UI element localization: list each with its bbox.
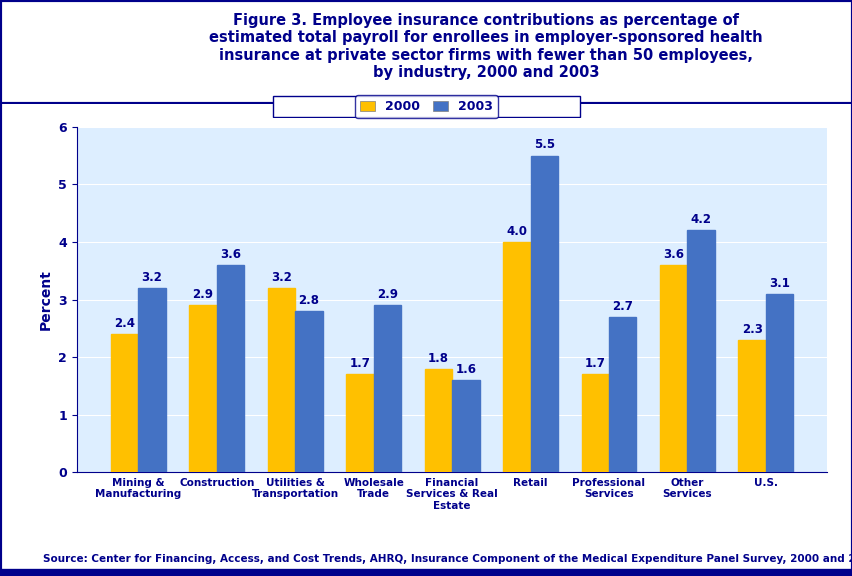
Bar — [138, 288, 165, 472]
Text: 3.2: 3.2 — [271, 271, 291, 284]
Bar — [346, 374, 373, 472]
Text: Figure 3. Employee insurance contributions as percentage of
estimated total payr: Figure 3. Employee insurance contributio… — [209, 13, 763, 80]
Bar — [268, 288, 295, 472]
Bar — [216, 265, 244, 472]
Bar — [608, 317, 636, 472]
Legend: 2000, 2003: 2000, 2003 — [355, 95, 497, 118]
Text: 2.8: 2.8 — [298, 294, 319, 307]
Text: 2.3: 2.3 — [740, 323, 762, 336]
Text: 4.2: 4.2 — [690, 213, 711, 226]
Text: 3.1: 3.1 — [769, 276, 789, 290]
Bar — [189, 305, 216, 472]
Text: 1.6: 1.6 — [455, 363, 475, 376]
Bar — [424, 369, 452, 472]
Text: 3.2: 3.2 — [141, 271, 163, 284]
Text: 2.9: 2.9 — [193, 288, 213, 301]
Text: 1.8: 1.8 — [428, 351, 448, 365]
Text: 1.7: 1.7 — [349, 357, 370, 370]
Bar — [738, 340, 765, 472]
Text: 3.6: 3.6 — [662, 248, 683, 261]
Bar — [687, 230, 714, 472]
Bar — [765, 294, 792, 472]
Bar — [373, 305, 400, 472]
Bar — [503, 242, 530, 472]
Text: 2.4: 2.4 — [114, 317, 135, 330]
Bar — [530, 156, 557, 472]
Text: 2.9: 2.9 — [377, 288, 397, 301]
Bar — [581, 374, 608, 472]
Text: 5.5: 5.5 — [533, 138, 554, 151]
Text: 3.6: 3.6 — [220, 248, 241, 261]
Text: Source: Center for Financing, Access, and Cost Trends, AHRQ, Insurance Component: Source: Center for Financing, Access, an… — [43, 555, 852, 564]
Bar — [111, 334, 138, 472]
FancyBboxPatch shape — [273, 96, 579, 117]
Text: 2.7: 2.7 — [612, 300, 632, 313]
Bar — [452, 380, 479, 472]
Bar — [659, 265, 687, 472]
Text: 4.0: 4.0 — [506, 225, 527, 238]
Text: 1.7: 1.7 — [584, 357, 605, 370]
Y-axis label: Percent: Percent — [38, 269, 53, 330]
Bar — [295, 311, 322, 472]
